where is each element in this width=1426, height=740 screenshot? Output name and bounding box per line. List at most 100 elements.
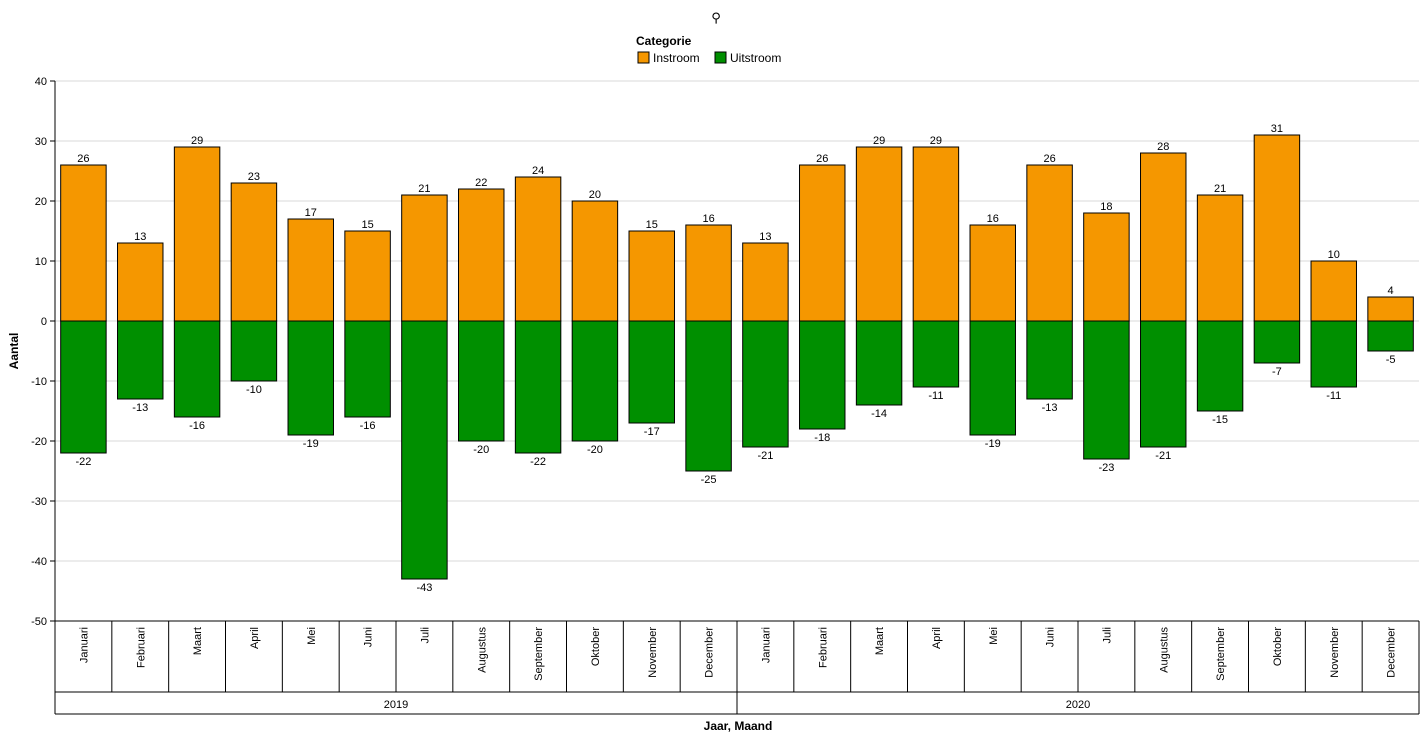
x-tick-label: November (1329, 627, 1341, 678)
data-label-uitstroom: -18 (814, 432, 830, 444)
x-tick-label: Oktober (1272, 627, 1284, 666)
y-tick-label: 30 (35, 136, 47, 148)
data-label-instroom: 29 (873, 135, 885, 147)
data-label-uitstroom: -19 (303, 438, 319, 450)
bar-uitstroom[interactable] (1310, 320, 1357, 388)
bar-instroom[interactable] (1253, 134, 1301, 322)
x-tick-label: Oktober (590, 627, 602, 666)
y-tick-label: 0 (41, 316, 47, 328)
bar-instroom[interactable] (458, 188, 505, 322)
y-axis-title: Aantal (7, 333, 21, 370)
bar-uitstroom[interactable] (1140, 320, 1187, 448)
x-tick-label: Januari (78, 627, 90, 663)
x-tick-label: Juli (1101, 627, 1113, 644)
bar-instroom[interactable] (912, 146, 960, 322)
data-label-uitstroom: -20 (473, 444, 489, 456)
bar-instroom[interactable] (1367, 296, 1414, 322)
data-label-instroom: 18 (1100, 201, 1112, 213)
x-tick-label: April (249, 627, 261, 649)
data-label-instroom: 22 (475, 177, 487, 189)
x-axis-title: Jaar, Maand (704, 719, 773, 733)
bar-instroom[interactable] (1140, 152, 1187, 322)
bar-instroom[interactable] (742, 242, 789, 322)
bar-uitstroom[interactable] (514, 320, 562, 454)
bar-uitstroom[interactable] (1026, 320, 1073, 400)
bar-instroom[interactable] (401, 194, 448, 322)
bar-instroom[interactable] (969, 224, 1016, 322)
bar-uitstroom[interactable] (173, 320, 221, 418)
data-label-instroom: 4 (1388, 285, 1394, 297)
bar-instroom[interactable] (685, 224, 732, 322)
bar-uitstroom[interactable] (799, 320, 846, 430)
bar-uitstroom[interactable] (912, 320, 960, 388)
data-labels: 26 -22 13 -13 29 -16 23 -10 17 -19 15 -16 21 -43 22 -20… (75, 123, 1395, 594)
data-label-uitstroom: -16 (189, 420, 205, 432)
bar-instroom[interactable] (344, 230, 391, 322)
bar-instroom[interactable] (1196, 194, 1244, 322)
data-label-instroom: 21 (418, 183, 430, 195)
bar-instroom[interactable] (1310, 260, 1357, 322)
bar-uitstroom[interactable] (742, 320, 789, 448)
data-label-uitstroom: -14 (871, 408, 887, 420)
bar-uitstroom[interactable] (60, 320, 107, 454)
bar-instroom[interactable] (799, 164, 846, 322)
bar-uitstroom[interactable] (230, 320, 278, 382)
legend-label-uitstroom[interactable]: Uitstroom (730, 51, 781, 65)
bar-uitstroom[interactable] (117, 320, 164, 400)
bar-instroom[interactable] (173, 146, 221, 322)
legend-swatch-instroom[interactable] (637, 51, 650, 64)
bar-instroom[interactable] (60, 164, 107, 322)
y-axis: 40 30 20 10 0 -10 -20 -30 -40 -50 (31, 76, 56, 628)
bar-uitstroom[interactable] (969, 320, 1016, 436)
x-tick-label: Juni (1045, 627, 1057, 647)
data-label-instroom: 15 (361, 219, 373, 231)
bar-instroom[interactable] (855, 146, 903, 322)
y-tick-label: 40 (35, 76, 47, 88)
bar-uitstroom[interactable] (344, 320, 391, 418)
pin-icon[interactable]: ⚲ (711, 10, 721, 25)
bar-uitstroom[interactable] (458, 320, 505, 442)
bar-instroom[interactable] (514, 176, 562, 322)
x-tick-label: Augustus (1158, 627, 1170, 673)
bar-instroom[interactable] (628, 230, 675, 322)
x-tick-label: December (704, 627, 716, 678)
bar-uitstroom[interactable] (1367, 320, 1414, 352)
x-tick-label: April (931, 627, 943, 649)
bars (60, 134, 1414, 580)
bar-instroom[interactable] (117, 242, 164, 322)
y-tick-label: -40 (31, 556, 47, 568)
data-label-instroom: 26 (77, 153, 89, 165)
bar-uitstroom[interactable] (287, 320, 334, 436)
data-label-uitstroom: -10 (246, 384, 262, 396)
x-group-label: 2019 (384, 699, 408, 711)
bar-uitstroom[interactable] (1083, 320, 1130, 460)
data-label-instroom: 17 (305, 207, 317, 219)
bar-uitstroom[interactable] (685, 320, 732, 472)
legend-label-instroom[interactable]: Instroom (653, 51, 700, 65)
data-label-instroom: 23 (248, 171, 260, 183)
legend-swatch-uitstroom[interactable] (714, 51, 727, 64)
bar-instroom[interactable] (287, 218, 334, 322)
x-tick-label: Januari (760, 627, 772, 663)
data-label-instroom: 13 (759, 231, 771, 243)
data-label-uitstroom: -22 (75, 456, 91, 468)
bar-uitstroom[interactable] (1253, 320, 1301, 364)
bar-uitstroom[interactable] (571, 320, 619, 442)
x-tick-label: Maart (192, 627, 204, 655)
bar-uitstroom[interactable] (401, 320, 448, 580)
bar-uitstroom[interactable] (1196, 320, 1244, 412)
bar-instroom[interactable] (1026, 164, 1073, 322)
data-label-uitstroom: -11 (928, 390, 943, 402)
bar-instroom[interactable] (571, 200, 619, 322)
bar-instroom[interactable] (1083, 212, 1130, 322)
data-label-uitstroom: -25 (701, 474, 717, 486)
bar-instroom[interactable] (230, 182, 278, 322)
data-label-instroom: 29 (930, 135, 942, 147)
data-label-instroom: 20 (589, 189, 601, 201)
data-label-uitstroom: -23 (1098, 462, 1114, 474)
bar-uitstroom[interactable] (855, 320, 903, 406)
data-label-uitstroom: -21 (757, 450, 773, 462)
bar-uitstroom[interactable] (628, 320, 675, 424)
